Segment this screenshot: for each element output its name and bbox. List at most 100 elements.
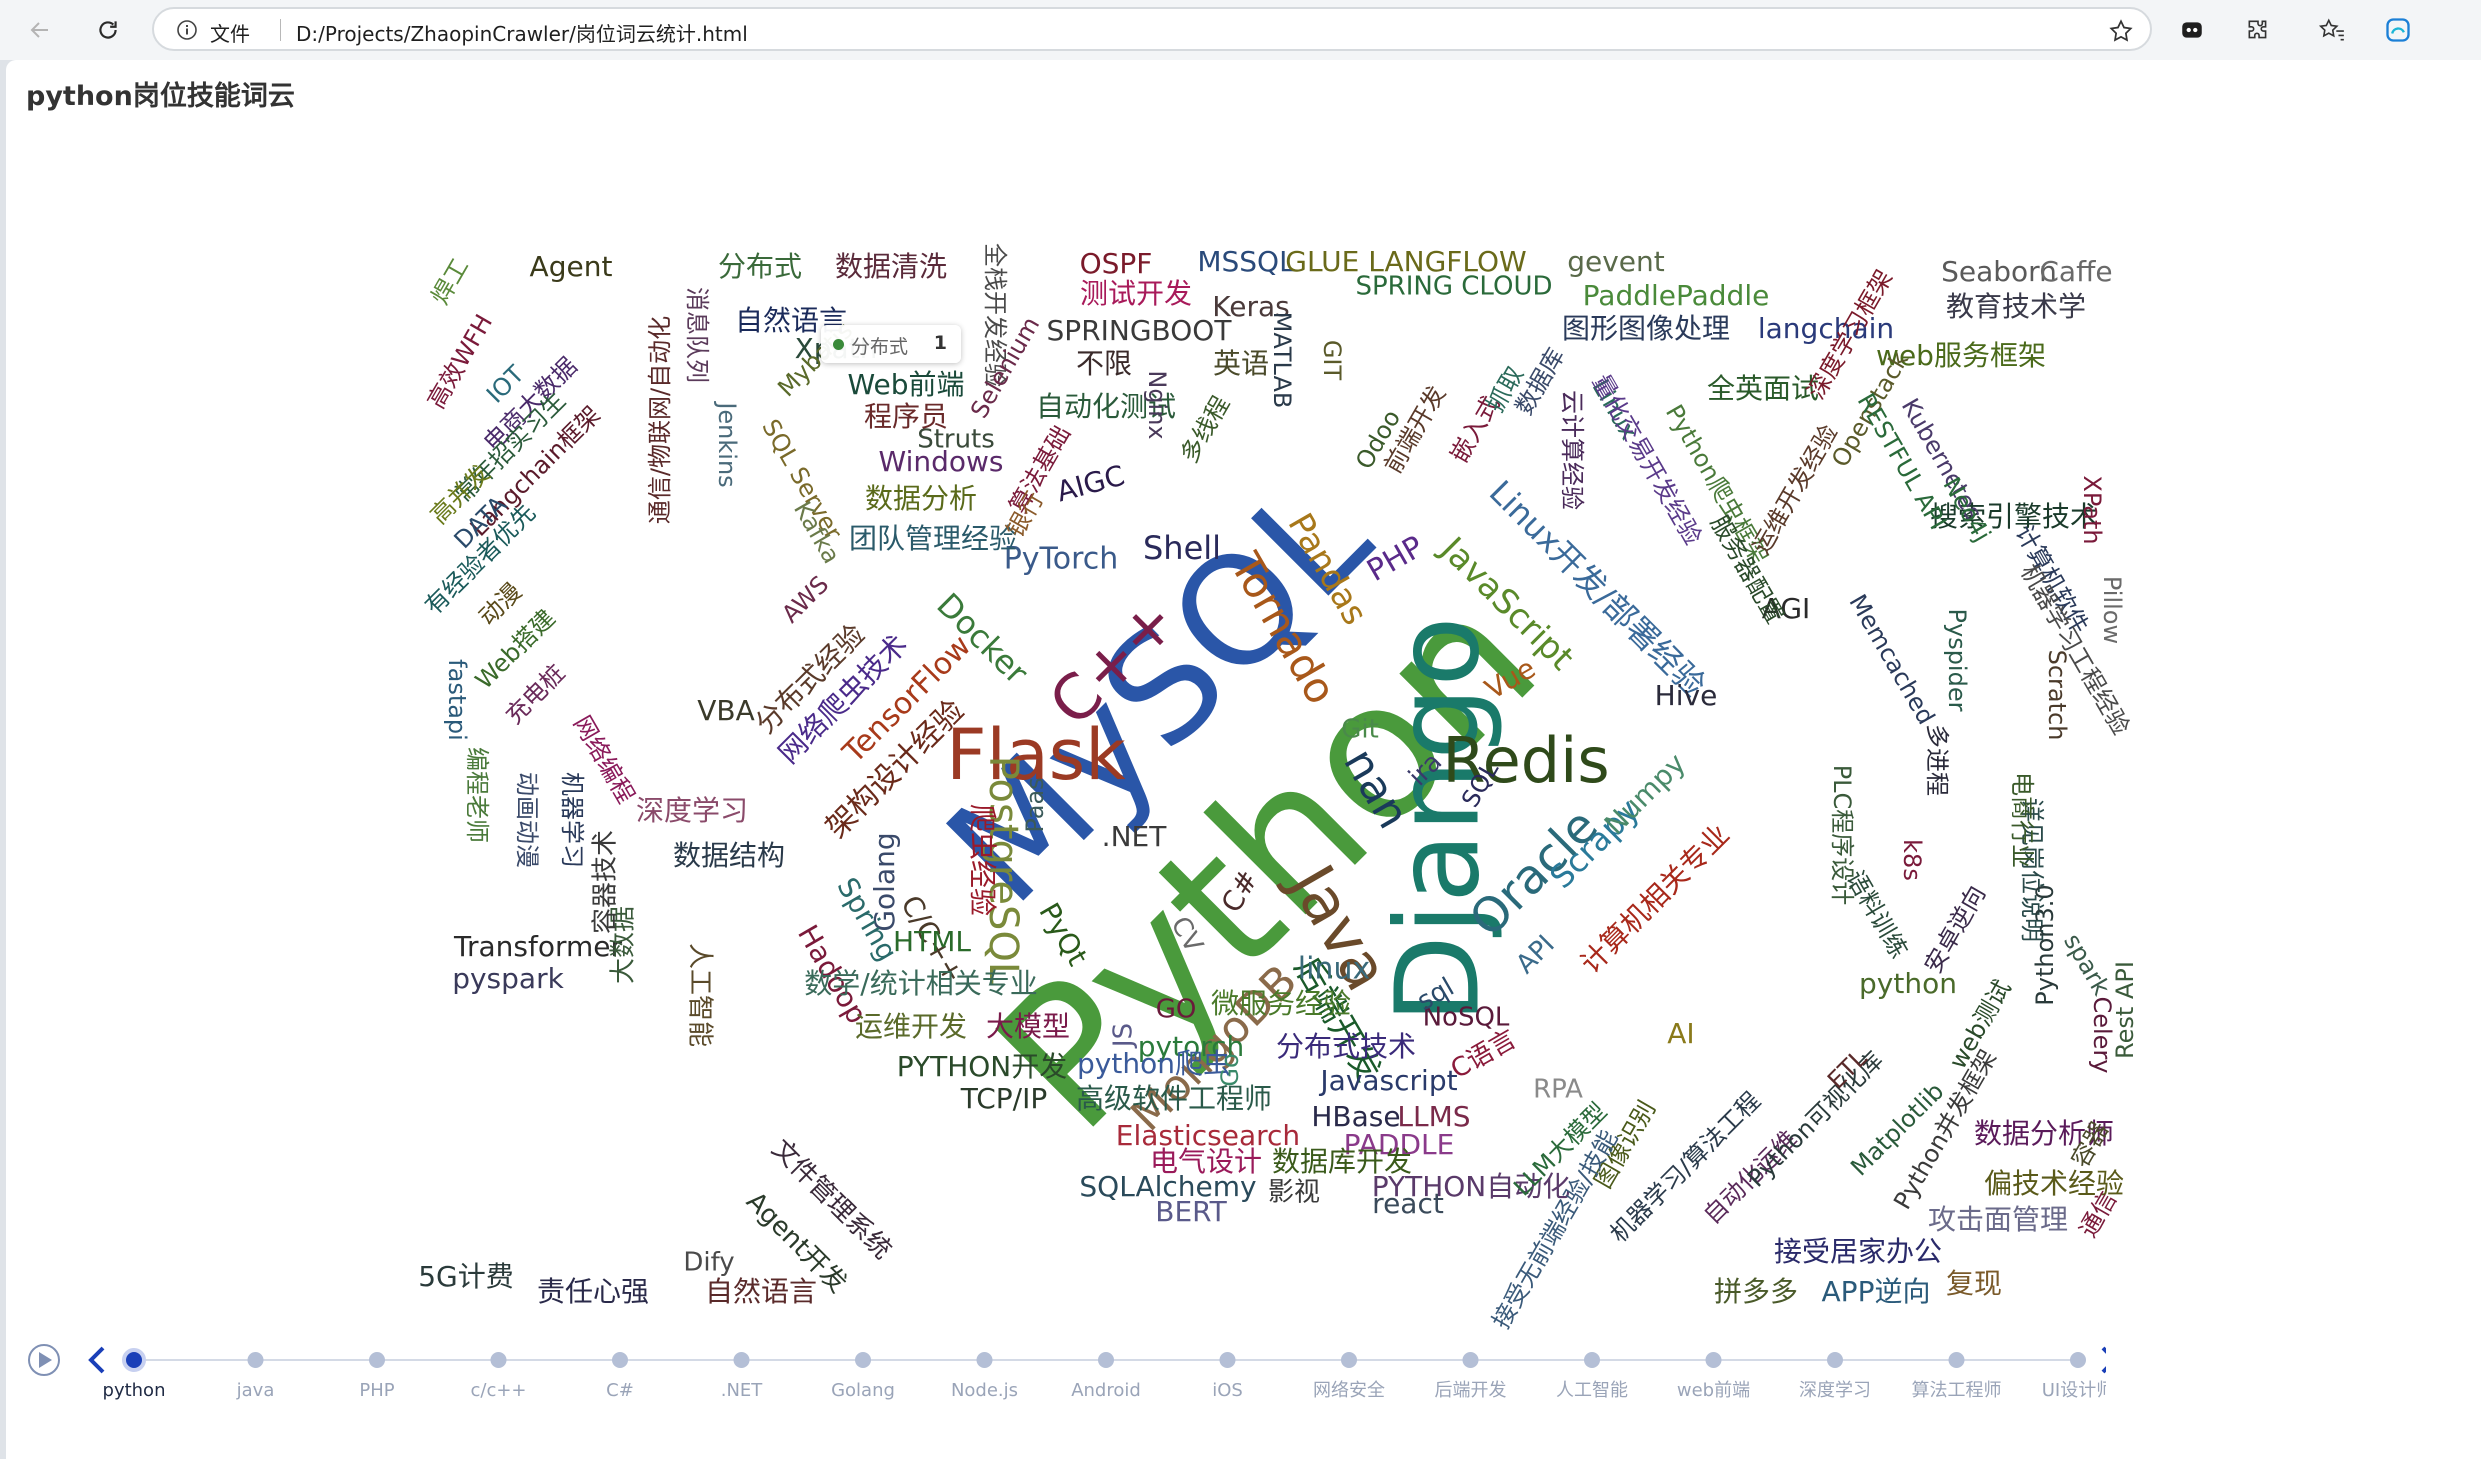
word-cloud-word[interactable]: 图形图像处理 (1562, 312, 1730, 345)
word-cloud-word[interactable]: PYTHON开发 (897, 1050, 1068, 1083)
word-cloud-word[interactable]: 机器学习 (558, 772, 586, 868)
word-cloud-word[interactable]: XPath (2078, 475, 2106, 544)
word-cloud-word[interactable]: AI (1667, 1017, 1694, 1050)
word-cloud-word[interactable]: 动画动漫 (513, 772, 541, 868)
word-cloud-word[interactable]: Javascript (1318, 1064, 1457, 1097)
word-cloud-word[interactable]: Pyspider (1943, 609, 1971, 712)
word-cloud-word[interactable]: 详见岗位说明 (2018, 798, 2046, 942)
word-cloud-word[interactable]: 英语 (1213, 347, 1269, 380)
word-cloud-word[interactable]: 高级软件工程师 (1076, 1082, 1272, 1115)
timeline-dot[interactable] (612, 1352, 628, 1368)
word-cloud-word[interactable]: 不限 (1076, 347, 1132, 380)
word-cloud-word[interactable]: Dify (683, 1248, 734, 1278)
word-cloud-word[interactable]: BERT (1155, 1195, 1227, 1228)
word-cloud-word[interactable]: 爬虫经验 (966, 804, 999, 916)
word-cloud-word[interactable]: 自动化测试 (1036, 390, 1176, 423)
word-cloud-word[interactable]: PADDLE (1344, 1128, 1455, 1161)
word-cloud-word[interactable]: 程序员 (864, 400, 948, 433)
timeline-label[interactable]: java (236, 1380, 275, 1401)
word-cloud-word[interactable]: SPRING CLOUD (1355, 272, 1552, 302)
timeline-label[interactable]: python (103, 1380, 166, 1401)
word-cloud-word[interactable]: SQLAlchemy (1079, 1170, 1256, 1203)
word-cloud-word[interactable]: Flask (946, 714, 1126, 796)
timeline-label[interactable]: 深度学习 (1799, 1380, 1871, 1401)
word-cloud-word[interactable]: 数据分析 (865, 482, 977, 515)
timeline-dot[interactable] (1098, 1352, 1114, 1368)
word-cloud-word[interactable]: Rest API (2111, 961, 2139, 1059)
reload-button[interactable] (88, 10, 128, 50)
address-bar[interactable]: 文件 D:/Projects/ZhaopinCrawler/岗位词云统计.htm… (152, 7, 2152, 51)
word-cloud-word[interactable]: HTML (893, 925, 971, 958)
word-cloud-word[interactable]: 分布式技术 (1276, 1030, 1416, 1063)
word-cloud-word[interactable]: 影视 (1268, 1178, 1320, 1208)
timeline-label[interactable]: PHP (359, 1380, 394, 1401)
word-cloud-word[interactable]: 大模型 (986, 1010, 1070, 1043)
timeline-label[interactable]: C# (606, 1380, 634, 1401)
timeline-label[interactable]: Android (1071, 1380, 1141, 1401)
word-cloud-word[interactable]: OSPF (1080, 247, 1153, 280)
word-cloud-word[interactable]: MATLAB (1268, 312, 1296, 409)
timeline-dot[interactable] (976, 1352, 993, 1368)
word-cloud-word[interactable]: Shell (1143, 529, 1221, 567)
timeline-dot[interactable] (855, 1352, 871, 1368)
word-cloud-word[interactable]: 复现 (1946, 1267, 2002, 1300)
prev-icon[interactable] (88, 1346, 105, 1374)
word-cloud-word[interactable]: 搜索引擎技术 (1930, 500, 2098, 533)
word-cloud-word[interactable]: Memcached (1843, 590, 1940, 730)
word-cloud-word[interactable]: 责任心强 (537, 1275, 649, 1308)
word-cloud-word[interactable]: PyTorch (1004, 542, 1119, 577)
word-cloud-word[interactable]: 通信/物联网/自动化 (646, 316, 674, 524)
word-cloud-word[interactable]: .NET (1102, 820, 1168, 853)
word-cloud-word[interactable]: NoSQL (1423, 1003, 1510, 1033)
word-cloud-word[interactable]: 多进程 (1923, 724, 1951, 796)
word-cloud-word[interactable]: 焊工 (426, 254, 474, 310)
word-cloud-word[interactable]: API (1510, 929, 1560, 979)
word-cloud-word[interactable]: Windows (879, 445, 1004, 478)
word-cloud-word[interactable]: PostgreSQL (980, 756, 1026, 985)
timeline-dot[interactable] (733, 1352, 750, 1368)
word-cloud-word[interactable]: 数据分析师 (1974, 1117, 2114, 1150)
timeline-dot[interactable] (1341, 1352, 1357, 1368)
word-cloud-word[interactable]: Elasticsearch (1116, 1119, 1300, 1152)
word-cloud-word[interactable]: GLUE LANGFLOW (1285, 245, 1526, 278)
word-cloud-word[interactable]: Paas (1021, 777, 1049, 832)
word-cloud-word[interactable]: 分布式 (718, 250, 802, 283)
word-cloud-word[interactable]: pytorch (1138, 1030, 1245, 1063)
play-button[interactable] (28, 1344, 60, 1376)
word-cloud-word[interactable]: Redis (1442, 724, 1609, 797)
word-cloud-word[interactable]: 团队管理经验 (849, 522, 1017, 555)
word-cloud-word[interactable]: AIGC (1053, 459, 1128, 509)
word-cloud-word[interactable]: Seaborn (1941, 255, 2057, 288)
word-cloud-word[interactable]: 自然语言 (705, 1275, 817, 1308)
word-cloud-word[interactable]: 5G计费 (418, 1260, 514, 1293)
word-cloud-word[interactable]: GO (1156, 995, 1197, 1025)
word-cloud-word[interactable]: 数据库开发 (1272, 1145, 1412, 1178)
word-cloud-word[interactable]: gevent (1567, 245, 1665, 278)
word-cloud-word[interactable]: TCP/IP (960, 1082, 1047, 1115)
timeline-dot[interactable] (1948, 1352, 1965, 1368)
timeline-dot[interactable] (1705, 1352, 1722, 1368)
word-cloud-word[interactable]: JS (1109, 1023, 1139, 1049)
word-cloud-word[interactable]: Django (1372, 616, 1506, 1023)
word-cloud-word[interactable]: 编程老师 (463, 747, 491, 843)
word-cloud-word[interactable]: 攻击面管理 (1928, 1203, 2068, 1236)
word-cloud-word[interactable]: Hive (1655, 679, 1718, 712)
word-cloud-word[interactable]: 测试开发 (1080, 277, 1192, 310)
timeline-label[interactable]: web前端 (1677, 1380, 1750, 1401)
timeline-label[interactable]: 人工智能 (1556, 1380, 1628, 1401)
url-text[interactable]: D:/Projects/ZhaopinCrawler/岗位词云统计.html (296, 22, 748, 46)
timeline-dot[interactable] (122, 1348, 146, 1372)
word-cloud-word[interactable]: Python3.0 (2031, 884, 2059, 1005)
word-cloud-word[interactable]: Web前端 (847, 368, 964, 401)
word-cloud-word[interactable]: 大数据 (609, 906, 639, 984)
word-cloud-word[interactable]: 偏技术经验 (1984, 1167, 2124, 1200)
timeline-dot[interactable] (369, 1352, 385, 1368)
word-cloud-word[interactable]: 电气设计 (1150, 1145, 1262, 1178)
word-cloud-word[interactable]: 数据清洗 (835, 250, 947, 283)
word-cloud-word[interactable]: spark (2058, 929, 2115, 1000)
word-cloud-word[interactable]: python爬虫 (1077, 1047, 1231, 1080)
word-cloud-word[interactable]: GIT (1318, 340, 1346, 381)
timeline-dot[interactable] (2070, 1352, 2086, 1368)
timeline-dot[interactable] (490, 1352, 507, 1368)
word-cloud-word[interactable]: Go (1216, 1053, 1244, 1086)
